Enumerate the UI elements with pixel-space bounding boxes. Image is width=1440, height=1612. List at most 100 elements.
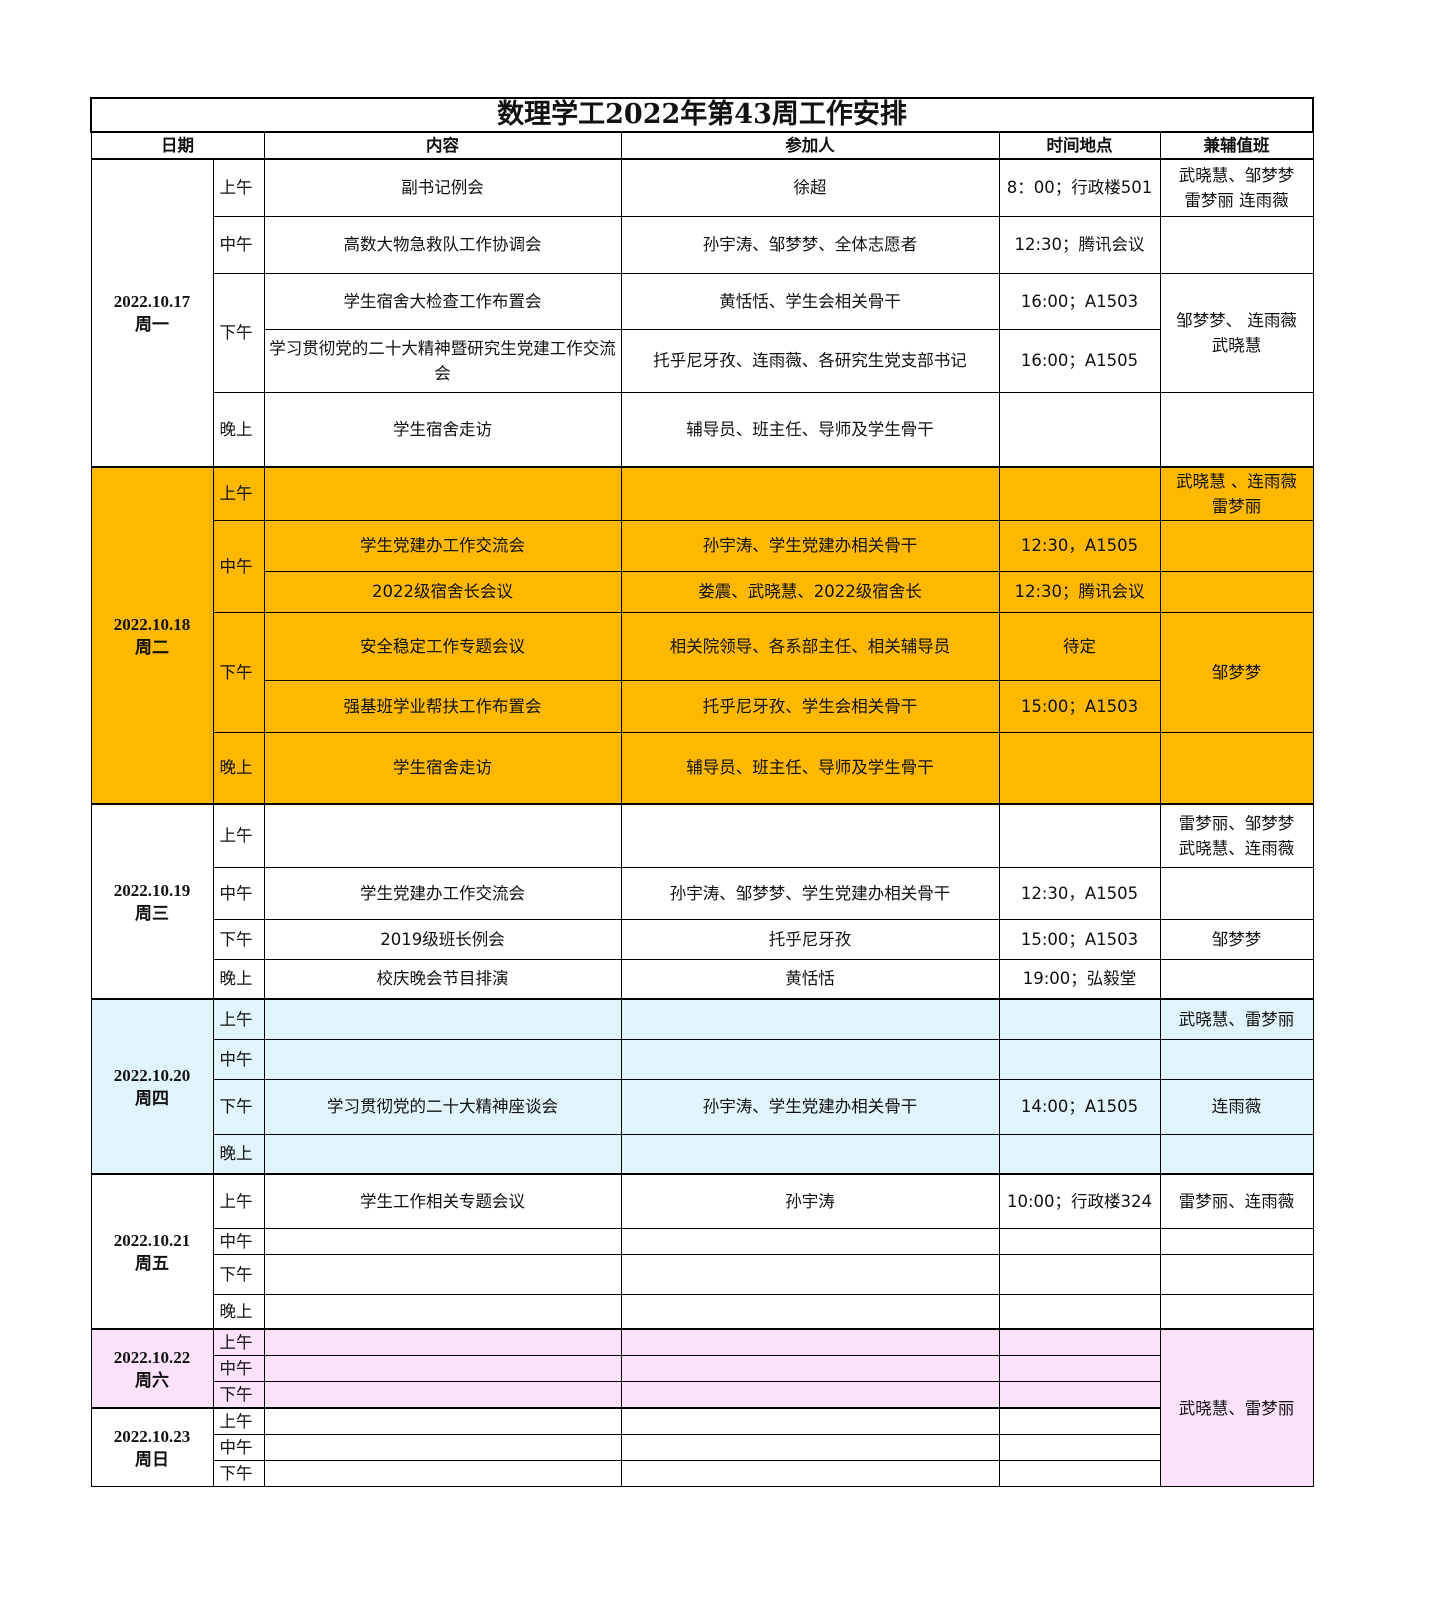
duty-cell: 邹梦梦 — [1159, 611, 1314, 733]
time-place-cell — [998, 1253, 1161, 1295]
table-row: 2022.10.17 周一 上午 副书记例会 徐超 8：00；行政楼501 武晓慧、邹梦梦 … — [90, 158, 1314, 468]
duty-cell — [1159, 519, 1314, 572]
content-cell: 学生宿舍大检查工作布置会 — [263, 272, 622, 330]
table-row: 2022.10.18 周二 上午 武晓慧 、连雨薇 雷梦丽 — [90, 466, 1314, 805]
date-text: 2022.10.22 — [113, 1347, 191, 1367]
header-participants: 参加人 — [620, 131, 1000, 160]
content-cell: 学生宿舍走访 — [263, 731, 622, 805]
period-cell: 上午 — [212, 1173, 265, 1229]
time-place-cell — [998, 1328, 1161, 1356]
date-cell: 2022.10.22 周六 — [90, 1328, 214, 1409]
time-place-cell: 16:00；A1505 — [998, 328, 1161, 393]
participants-cell — [620, 1460, 1000, 1487]
content-cell — [263, 1434, 622, 1461]
duty-cell — [1159, 1227, 1314, 1255]
participants-cell — [620, 466, 1000, 521]
table-row: 下午 2019级班长例会 托乎尼牙孜 15:00；A1503 邹梦梦 — [91, 918, 1314, 960]
table-row: 2022.10.21 周五 上午 学生工作相关专题会议 孙宇涛 10:00；行政楼324 雷… — [90, 1173, 1314, 1330]
duty-cell: 武晓慧、雷梦丽 — [1159, 998, 1314, 1040]
table-row: 下午 安全稳定工作专题会议 相关院领导、各系部主任、相关辅导员 待定 邹梦梦 — [91, 611, 1314, 733]
time-place-cell — [998, 391, 1161, 468]
duty-cell: 邹梦梦 — [1159, 918, 1314, 960]
period-cell: 下午 — [212, 1078, 265, 1135]
time-place-cell — [998, 803, 1161, 868]
content-cell — [263, 803, 622, 868]
content-cell — [263, 1253, 622, 1295]
content-cell — [263, 1293, 622, 1330]
participants-cell — [620, 1133, 1000, 1175]
time-place-cell: 8：00；行政楼501 — [998, 158, 1161, 217]
period-cell: 中午 — [212, 1227, 265, 1255]
time-place-cell — [998, 1355, 1161, 1382]
duty-cell — [1159, 1133, 1314, 1175]
period-cell: 下午 — [212, 272, 265, 393]
time-place-cell: 19:00；弘毅堂 — [998, 958, 1161, 1000]
content-cell: 学生宿舍走访 — [263, 391, 622, 468]
duty-cell — [1159, 1038, 1314, 1080]
table-row: 晚上 学生宿舍走访 辅导员、班主任、导师及学生骨干 — [91, 391, 1314, 468]
table-row: 下午 学生宿舍大检查工作布置会 黄恬恬、学生会相关骨干 16:00；A1503 邹梦梦、… — [91, 272, 1314, 393]
table-row: 晚上 — [91, 1133, 1314, 1175]
date-cell: 2022.10.18 周二 — [90, 466, 214, 805]
duty-cell — [1159, 1293, 1314, 1330]
table-row: 2022.10.22 周六 上午 武晓慧、雷梦丽 — [90, 1328, 1314, 1487]
participants-cell: 孙宇涛 — [620, 1173, 1000, 1229]
table-row: 晚上 校庆晚会节目排演 黄恬恬 19:00；弘毅堂 — [91, 958, 1314, 1000]
participants-cell — [620, 1328, 1000, 1356]
duty-cell: 武晓慧 、连雨薇 雷梦丽 — [1159, 466, 1314, 521]
content-cell: 校庆晚会节目排演 — [263, 958, 622, 1000]
participants-cell — [620, 998, 1000, 1040]
time-place-cell: 16:00；A1503 — [998, 272, 1161, 330]
period-cell: 下午 — [212, 918, 265, 960]
time-place-cell — [998, 1381, 1161, 1409]
table-row: 2022.10.19 周三 上午 雷梦丽、邹梦梦 武晓慧、连雨薇 — [90, 803, 1314, 1000]
period-cell: 上午 — [212, 466, 265, 521]
period-cell: 中午 — [212, 519, 265, 613]
time-place-cell — [998, 466, 1161, 521]
table-row: 2022级宿舍长会议 娄震、武晓慧、2022级宿舍长 12:30；腾讯会议 — [91, 570, 1314, 613]
participants-cell: 娄震、武晓慧、2022级宿舍长 — [620, 570, 1000, 613]
duty-cell — [1159, 391, 1314, 468]
content-cell — [263, 1460, 622, 1487]
date-cell: 2022.10.23 周日 — [90, 1407, 214, 1487]
duty-cell: 武晓慧、雷梦丽 — [1159, 1328, 1314, 1487]
time-place-cell — [998, 1133, 1161, 1175]
header-duty: 兼辅值班 — [1159, 131, 1314, 160]
content-cell — [263, 1227, 622, 1255]
table-row: 中午 学生党建办工作交流会 孙宇涛、学生党建办相关骨干 12:30，A1505 — [91, 519, 1314, 613]
schedule-table: 数理学工2022年第43周工作安排 日期 内容 参加人 时间地点 兼辅值班 20… — [89, 97, 1315, 1487]
table-row: 中午 高数大物急救队工作协调会 孙宇涛、邹梦梦、全体志愿者 12:30；腾讯会议 — [91, 215, 1314, 274]
table-row: 中午 — [91, 1227, 1314, 1255]
duty-cell: 雷梦丽、连雨薇 — [1159, 1173, 1314, 1229]
participants-cell — [620, 1253, 1000, 1295]
date-cell: 2022.10.20 周四 — [90, 998, 214, 1175]
duty-cell — [1159, 215, 1314, 274]
period-cell: 上午 — [212, 998, 265, 1040]
content-cell — [263, 1038, 622, 1080]
content-cell — [263, 1355, 622, 1382]
period-cell: 上午 — [212, 158, 265, 217]
weekday-text: 周三 — [135, 903, 169, 923]
time-place-cell: 10:00；行政楼324 — [998, 1173, 1161, 1229]
participants-cell — [620, 803, 1000, 868]
date-text: 2022.10.18 — [113, 614, 191, 634]
time-place-cell — [998, 998, 1161, 1040]
period-cell: 上午 — [212, 1407, 265, 1435]
period-cell: 晚上 — [212, 958, 265, 1000]
date-text: 2022.10.21 — [113, 1230, 191, 1250]
date-text: 2022.10.20 — [113, 1065, 191, 1085]
content-cell: 高数大物急救队工作协调会 — [263, 215, 622, 274]
participants-cell: 黄恬恬 — [620, 958, 1000, 1000]
content-cell: 学生党建办工作交流会 — [263, 519, 622, 572]
time-place-cell: 12:30；腾讯会议 — [998, 570, 1161, 613]
header-content: 内容 — [263, 131, 622, 160]
table-row: 下午 学习贯彻党的二十大精神座谈会 孙宇涛、学生党建办相关骨干 14:00；A1505… — [91, 1078, 1314, 1135]
header-time-place: 时间地点 — [998, 131, 1161, 160]
time-place-cell: 待定 — [998, 611, 1161, 681]
duty-cell: 雷梦丽、邹梦梦 武晓慧、连雨薇 — [1159, 803, 1314, 868]
participants-cell — [620, 1381, 1000, 1409]
participants-cell — [620, 1434, 1000, 1461]
weekday-text: 周日 — [135, 1449, 169, 1469]
period-cell: 下午 — [212, 1253, 265, 1295]
sheet-title: 数理学工2022年第43周工作安排 — [89, 97, 1315, 133]
